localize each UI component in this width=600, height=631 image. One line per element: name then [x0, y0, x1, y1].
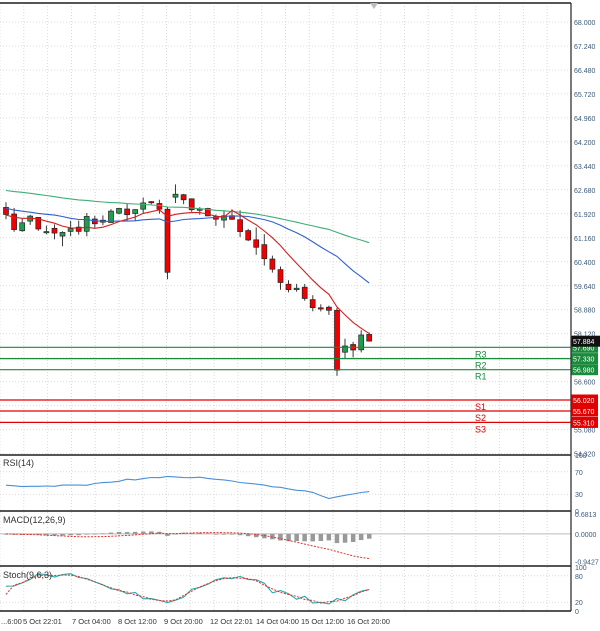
svg-text:R3: R3	[475, 349, 487, 359]
svg-text:7 Oct 04:00: 7 Oct 04:00	[72, 617, 111, 626]
svg-text:67.240: 67.240	[574, 44, 596, 51]
svg-text:62.680: 62.680	[574, 188, 596, 195]
svg-text:8 Oct 12:00: 8 Oct 12:00	[118, 617, 157, 626]
svg-text:55.670: 55.670	[573, 409, 595, 416]
svg-text:30: 30	[575, 492, 583, 499]
svg-text:S3: S3	[475, 424, 486, 434]
svg-text:80: 80	[575, 574, 583, 581]
svg-text:56.600: 56.600	[574, 380, 596, 387]
svg-text:61.160: 61.160	[574, 236, 596, 243]
svg-text:65.720: 65.720	[574, 92, 596, 99]
svg-text:12 Oct 22:01: 12 Oct 22:01	[210, 617, 253, 626]
svg-text:0.6813: 0.6813	[575, 512, 597, 519]
svg-text:70: 70	[575, 470, 583, 477]
svg-text:60.400: 60.400	[574, 260, 596, 267]
svg-text:55.080: 55.080	[574, 428, 596, 435]
svg-text:...6:00: ...6:00	[1, 617, 22, 626]
svg-text:58.880: 58.880	[574, 308, 596, 315]
svg-text:64.960: 64.960	[574, 116, 596, 123]
svg-text:S2: S2	[475, 413, 486, 423]
svg-text:20: 20	[575, 600, 583, 607]
svg-text:56.020: 56.020	[573, 398, 595, 405]
svg-text:15 Oct 12:00: 15 Oct 12:00	[301, 617, 344, 626]
svg-text:59.640: 59.640	[574, 284, 596, 291]
svg-text:5 Oct 22:01: 5 Oct 22:01	[23, 617, 62, 626]
svg-text:Stoch(9,6,3): Stoch(9,6,3)	[3, 570, 52, 580]
svg-text:14 Oct 04:00: 14 Oct 04:00	[256, 617, 299, 626]
svg-text:100: 100	[575, 565, 587, 572]
svg-text:RSI(14): RSI(14)	[3, 458, 34, 468]
svg-text:9 Oct 20:00: 9 Oct 20:00	[164, 617, 203, 626]
svg-text:MACD(12,26,9): MACD(12,26,9)	[3, 515, 66, 525]
svg-text:57.330: 57.330	[573, 357, 595, 364]
svg-text:57.884: 57.884	[573, 339, 595, 346]
svg-text:0.0000: 0.0000	[575, 532, 597, 539]
svg-text:61.920: 61.920	[574, 212, 596, 219]
svg-text:68.000: 68.000	[574, 20, 596, 27]
svg-text:R1: R1	[475, 372, 487, 382]
svg-text:63.440: 63.440	[574, 164, 596, 171]
svg-text:55.310: 55.310	[573, 420, 595, 427]
svg-text:56.980: 56.980	[573, 368, 595, 375]
svg-text:0: 0	[575, 609, 579, 616]
svg-text:16 Oct 20:00: 16 Oct 20:00	[347, 617, 390, 626]
svg-text:66.480: 66.480	[574, 68, 596, 75]
svg-text:64.200: 64.200	[574, 140, 596, 147]
svg-text:100: 100	[575, 453, 587, 460]
